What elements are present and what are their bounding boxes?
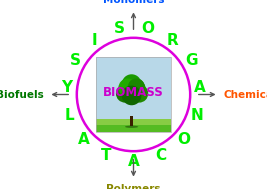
Circle shape (128, 78, 145, 95)
Text: L: L (65, 108, 74, 123)
Bar (130, 116, 133, 126)
Text: S: S (70, 53, 81, 68)
Bar (96, 57, 171, 132)
Text: A: A (194, 80, 206, 95)
Circle shape (116, 84, 134, 103)
Bar (96, 119, 171, 125)
Text: Polymers: Polymers (106, 184, 161, 189)
Ellipse shape (125, 126, 138, 128)
Text: N: N (191, 108, 204, 123)
Text: T: T (101, 148, 111, 163)
Text: A: A (78, 132, 89, 147)
Bar (96, 120, 171, 132)
Circle shape (118, 78, 137, 97)
Text: BIOMASS: BIOMASS (103, 86, 164, 99)
Text: S: S (114, 21, 125, 36)
Bar (96, 57, 171, 132)
Text: Y: Y (61, 80, 72, 95)
Circle shape (122, 74, 142, 94)
Circle shape (122, 86, 142, 105)
Text: C: C (155, 148, 166, 163)
Text: Monomers: Monomers (103, 0, 164, 5)
Text: Chemicals: Chemicals (223, 90, 267, 99)
Text: I: I (91, 33, 97, 48)
Text: A: A (128, 154, 139, 169)
Text: R: R (167, 33, 179, 48)
Text: G: G (185, 53, 198, 68)
Text: O: O (141, 21, 154, 36)
Text: Biofuels: Biofuels (0, 90, 44, 99)
Circle shape (130, 84, 148, 103)
Text: O: O (177, 132, 190, 147)
Circle shape (121, 77, 146, 102)
